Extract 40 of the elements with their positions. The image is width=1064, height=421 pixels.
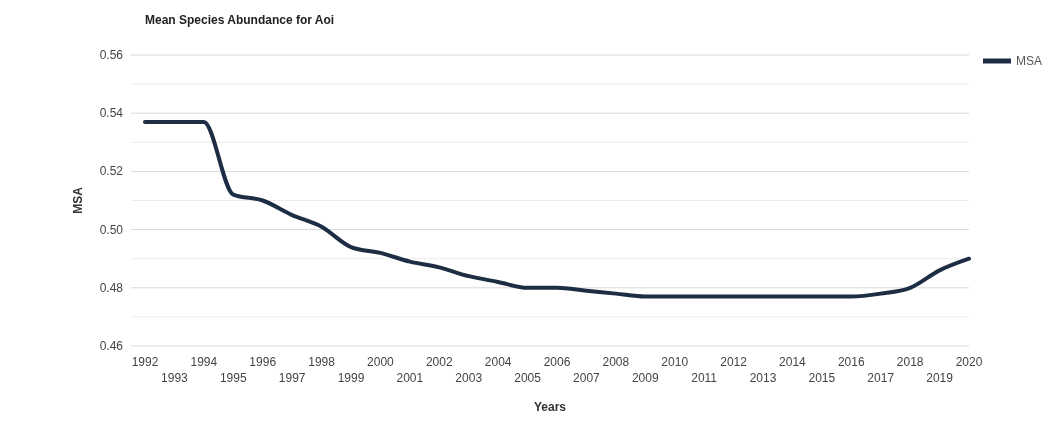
x-tick-label: 2013: [749, 371, 777, 385]
x-tick-label: 2020: [955, 355, 983, 369]
x-tick-label: 2002: [425, 355, 453, 369]
y-tick-label: 0.48: [99, 280, 124, 295]
x-tick-label: 2008: [602, 355, 630, 369]
x-tick-label: 2016: [837, 355, 865, 369]
x-axis-title: Years: [533, 400, 567, 414]
x-tick-label: 2012: [720, 355, 748, 369]
x-tick-label: 1992: [131, 355, 159, 369]
y-tick-label: 0.46: [99, 339, 124, 353]
y-tick-label: 0.52: [99, 164, 124, 179]
x-tick-label: 1995: [219, 371, 247, 385]
x-tick-label: 1994: [190, 355, 218, 369]
x-tick-label: 2003: [455, 371, 483, 385]
x-tick-label: 2011: [691, 371, 718, 385]
y-axis-title: MSA: [71, 186, 85, 214]
y-tick-label: 0.56: [99, 48, 124, 62]
x-tick-label: 1996: [249, 355, 277, 369]
x-tick-label: 2017: [867, 371, 895, 385]
x-tick-label: 1999: [337, 371, 365, 385]
x-tick-label: 2014: [779, 355, 807, 369]
x-tick-label: 2007: [573, 371, 601, 385]
x-tick-label: 2010: [661, 355, 689, 369]
x-tick-label: 2001: [396, 371, 424, 385]
x-tick-label: 2004: [484, 355, 512, 369]
x-tick-label: 2006: [543, 355, 571, 369]
x-tick-label: 1998: [308, 355, 336, 369]
x-tick-label: 2015: [808, 371, 836, 385]
x-tick-label: 2005: [514, 371, 542, 385]
x-tick-label: 2000: [367, 355, 395, 369]
y-tick-label: 0.54: [99, 106, 124, 121]
y-tick-label: 0.50: [99, 222, 124, 237]
x-tick-label: 1993: [161, 371, 189, 385]
line-series: [143, 119, 971, 299]
x-tick-label: 2009: [631, 371, 659, 385]
x-tick-label: 1997: [278, 371, 306, 385]
x-tick-label: 2018: [896, 355, 924, 369]
x-tick-label: 2019: [926, 371, 954, 385]
chart-title: Mean Species Abundance for Aoi: [145, 13, 335, 27]
legend-label: MSA: [1016, 54, 1043, 68]
